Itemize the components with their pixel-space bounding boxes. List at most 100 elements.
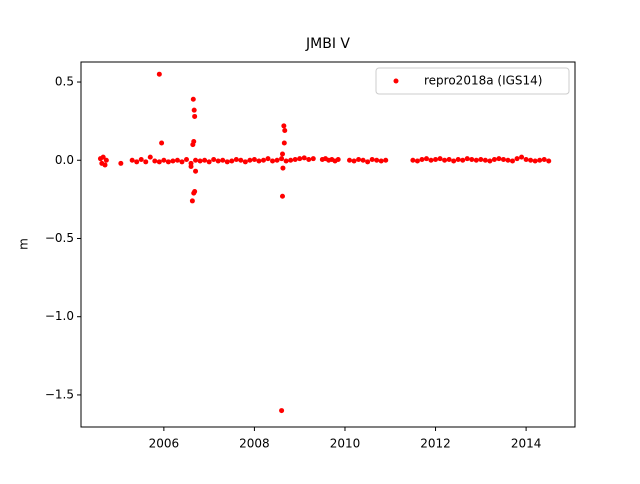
point xyxy=(156,71,162,77)
x-tick-label: 2010 xyxy=(330,437,361,451)
x-tick-label: 2014 xyxy=(511,437,542,451)
point xyxy=(451,158,457,164)
point xyxy=(211,156,217,162)
point xyxy=(482,157,488,163)
y-tick-label: −1.5 xyxy=(45,387,74,401)
point xyxy=(134,159,140,165)
point xyxy=(206,159,212,165)
point xyxy=(229,158,235,164)
point xyxy=(310,156,316,162)
point xyxy=(356,156,362,162)
chart-title: JMBI V xyxy=(305,36,350,52)
point xyxy=(260,157,266,163)
point xyxy=(419,156,425,162)
point xyxy=(297,156,303,162)
point xyxy=(270,158,276,164)
point xyxy=(184,156,190,162)
point xyxy=(523,156,529,162)
point xyxy=(537,157,543,163)
point xyxy=(279,408,285,414)
point xyxy=(256,158,262,164)
y-tick-label: −0.5 xyxy=(45,231,74,245)
y-tick-label: −1.0 xyxy=(45,309,74,323)
y-axis-label: m xyxy=(17,238,31,250)
point xyxy=(428,157,434,163)
point xyxy=(281,140,287,146)
point xyxy=(433,156,439,162)
point xyxy=(288,157,294,163)
point xyxy=(138,156,144,162)
point xyxy=(102,162,108,168)
point xyxy=(202,157,208,163)
point xyxy=(247,157,253,163)
point xyxy=(191,107,197,113)
point xyxy=(491,156,497,162)
point xyxy=(100,154,106,160)
point xyxy=(279,151,285,157)
x-tick-label: 2012 xyxy=(420,437,451,451)
point xyxy=(170,158,176,164)
point xyxy=(165,159,171,165)
point xyxy=(365,159,371,165)
point xyxy=(193,157,199,163)
y-tick-label: 0.5 xyxy=(55,75,74,89)
point xyxy=(347,157,353,163)
point xyxy=(496,156,502,162)
point xyxy=(335,156,341,162)
point xyxy=(282,128,288,134)
plot-frame xyxy=(80,61,576,428)
point xyxy=(469,156,475,162)
point xyxy=(188,164,194,170)
point xyxy=(238,157,244,163)
point xyxy=(279,193,285,199)
point xyxy=(103,157,109,163)
legend-label: repro2018a (IGS14) xyxy=(424,74,542,88)
point xyxy=(351,158,357,164)
point xyxy=(505,157,511,163)
point xyxy=(360,157,366,163)
point xyxy=(455,156,461,162)
point xyxy=(190,96,196,102)
point xyxy=(159,140,165,146)
x-tick-label: 2006 xyxy=(149,437,180,451)
point xyxy=(464,156,470,162)
point xyxy=(233,156,239,162)
point xyxy=(437,156,443,162)
point xyxy=(446,156,452,162)
point xyxy=(179,159,185,165)
point xyxy=(487,158,493,164)
point xyxy=(378,158,384,164)
x-tick-label: 2008 xyxy=(239,437,270,451)
point xyxy=(369,156,375,162)
point xyxy=(281,123,287,129)
point xyxy=(510,158,516,164)
point xyxy=(224,159,230,165)
point xyxy=(129,157,135,163)
point xyxy=(546,158,552,164)
point xyxy=(283,158,289,164)
point xyxy=(161,157,167,163)
legend-box xyxy=(375,67,570,95)
point xyxy=(423,156,429,162)
legend-marker xyxy=(393,78,399,84)
point xyxy=(280,165,286,171)
point xyxy=(442,157,448,163)
point xyxy=(374,157,380,163)
point xyxy=(514,156,520,162)
point xyxy=(500,156,506,162)
point xyxy=(473,157,479,163)
point xyxy=(478,156,484,162)
point xyxy=(410,157,416,163)
point xyxy=(190,142,196,148)
point xyxy=(143,159,149,165)
point xyxy=(519,154,525,160)
point xyxy=(279,156,285,162)
point xyxy=(274,157,280,163)
point xyxy=(156,159,162,165)
point xyxy=(220,157,226,163)
point xyxy=(152,158,158,164)
point xyxy=(306,156,312,162)
point xyxy=(147,154,153,160)
point xyxy=(192,113,198,119)
